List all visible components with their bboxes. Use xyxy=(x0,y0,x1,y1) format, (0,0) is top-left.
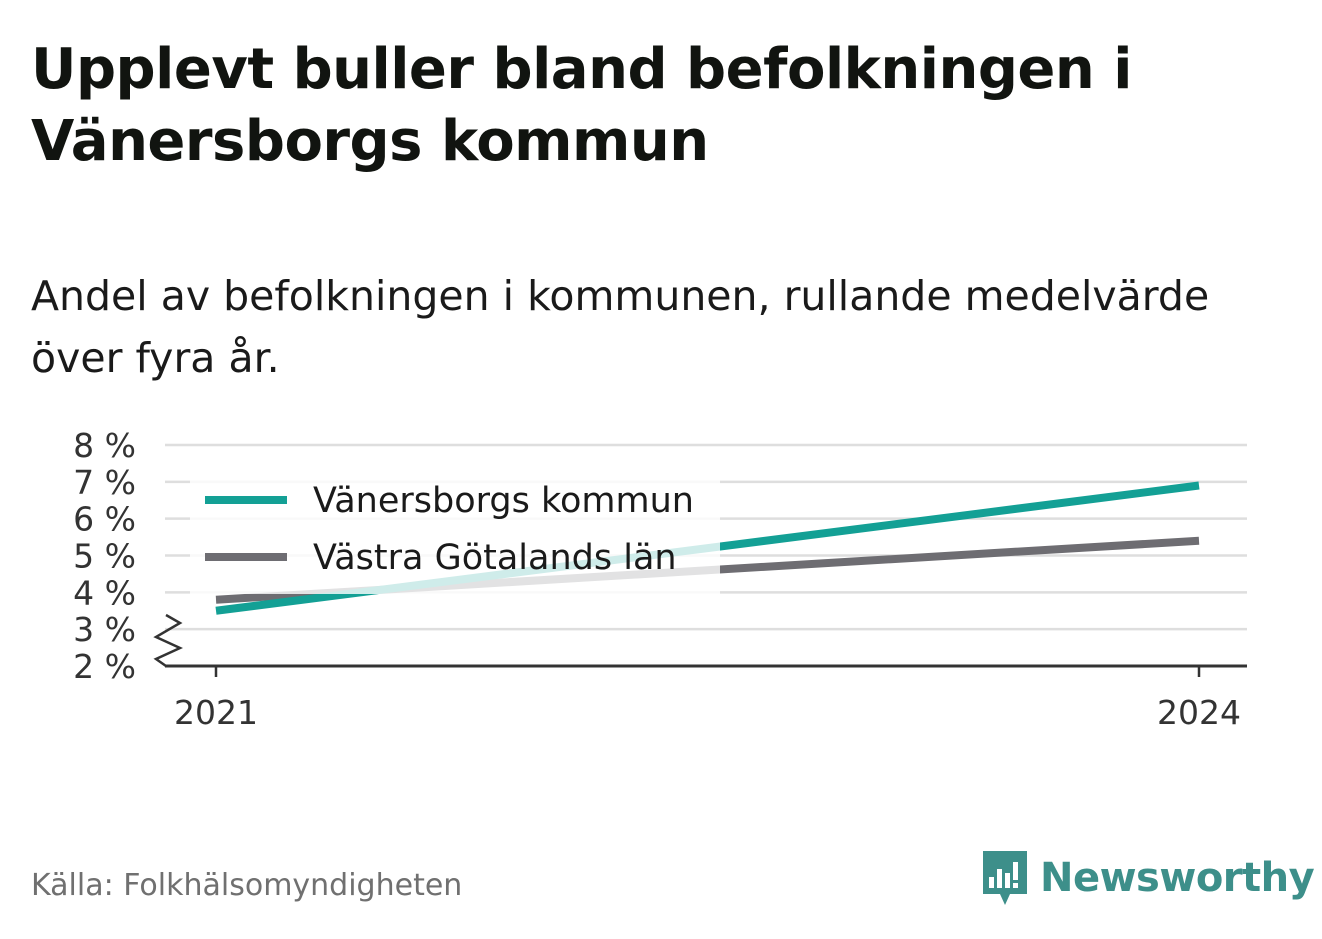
x-tick-label: 2021 xyxy=(174,693,258,732)
legend-label: Vänersborgs kommun xyxy=(313,481,694,521)
y-axis-ticks: 2 %3 %4 %5 %6 %7 %8 % xyxy=(73,426,136,686)
x-tick-label: 2024 xyxy=(1157,693,1241,732)
y-tick-label: 7 % xyxy=(73,463,136,502)
y-tick-label: 8 % xyxy=(73,426,136,465)
y-tick-label: 6 % xyxy=(73,500,136,539)
legend-label: Västra Götalands län xyxy=(313,538,677,578)
axis-break-icon xyxy=(153,613,184,668)
x-axis: 2021 2024 xyxy=(153,613,1247,732)
y-tick-label: 3 % xyxy=(73,610,136,649)
brand-logo: Newsworthy xyxy=(980,848,1315,908)
line-chart: 2 %3 %4 %5 %6 %7 %8 % 2021 2024 Vänersbor… xyxy=(73,426,1247,732)
legend-background xyxy=(190,472,720,594)
chart-title: Upplevt buller bland befolkningen i Väne… xyxy=(31,37,1132,174)
legend: Vänersborgs kommun Västra Götalands län xyxy=(190,472,720,594)
newsworthy-logo-icon xyxy=(983,851,1027,905)
y-tick-label: 5 % xyxy=(73,537,136,576)
source-note: Källa: Folkhälsomyndigheten xyxy=(31,868,463,903)
chart-subtitle: Andel av befolkningen i kommunen, rullan… xyxy=(31,272,1210,382)
y-tick-label: 2 % xyxy=(73,647,136,686)
brand-name: Newsworthy xyxy=(1040,855,1315,901)
y-tick-label: 4 % xyxy=(73,573,136,612)
